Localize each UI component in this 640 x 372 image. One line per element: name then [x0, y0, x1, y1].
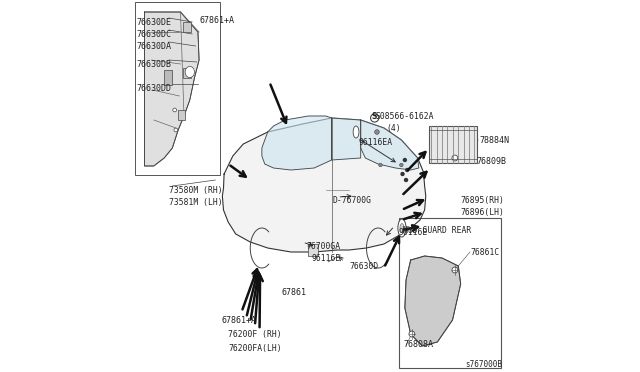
Bar [135, 2, 220, 175]
Circle shape [174, 128, 178, 132]
Ellipse shape [353, 126, 359, 138]
Text: 76896(LH): 76896(LH) [460, 208, 504, 217]
Text: 76630D: 76630D [349, 262, 378, 271]
Circle shape [379, 163, 382, 167]
Text: 76630DA: 76630DA [136, 42, 172, 51]
Text: 76630DE: 76630DE [136, 18, 172, 27]
Text: 96116EA: 96116EA [358, 138, 392, 147]
Bar [164, 70, 172, 85]
Circle shape [399, 163, 403, 167]
Text: 76895(RH): 76895(RH) [460, 196, 504, 205]
Polygon shape [222, 118, 426, 252]
Text: S: S [372, 112, 377, 122]
Circle shape [173, 108, 177, 112]
Bar [183, 68, 191, 78]
Bar [178, 110, 185, 120]
Text: 76630DB: 76630DB [136, 60, 172, 69]
Text: 76861C: 76861C [470, 248, 499, 257]
Text: 96116E: 96116E [312, 254, 341, 263]
Circle shape [452, 267, 458, 273]
Text: 76700GA: 76700GA [307, 242, 340, 251]
Bar [308, 244, 317, 256]
Text: 76630DD: 76630DD [136, 84, 172, 93]
Text: S08566-6162A: S08566-6162A [375, 112, 434, 121]
Circle shape [406, 169, 409, 171]
Text: 76630DC: 76630DC [136, 30, 172, 39]
Text: MUD GUARD REAR: MUD GUARD REAR [403, 226, 471, 235]
Bar [429, 126, 477, 163]
Circle shape [404, 179, 408, 182]
Text: 78884N: 78884N [479, 136, 509, 145]
Polygon shape [145, 12, 199, 166]
Ellipse shape [400, 224, 404, 232]
Bar [399, 218, 501, 368]
Bar [183, 22, 191, 32]
Circle shape [401, 173, 404, 176]
Polygon shape [332, 118, 361, 160]
Polygon shape [361, 120, 419, 170]
Text: 76809B: 76809B [477, 157, 507, 166]
Ellipse shape [398, 219, 406, 237]
Text: 67861+A: 67861+A [199, 16, 234, 25]
Polygon shape [405, 256, 461, 346]
Text: s767000B: s767000B [465, 360, 502, 369]
Circle shape [452, 155, 458, 161]
Circle shape [409, 331, 415, 337]
Text: D-76700G: D-76700G [333, 196, 372, 205]
Text: 67861: 67861 [282, 288, 307, 297]
Text: 76808A: 76808A [403, 340, 433, 349]
Ellipse shape [185, 66, 195, 78]
Circle shape [371, 114, 379, 122]
Text: 73581M (LH): 73581M (LH) [169, 198, 223, 207]
Text: 67861+A: 67861+A [221, 316, 256, 325]
Circle shape [403, 158, 406, 161]
Text: 73580M (RH): 73580M (RH) [169, 186, 223, 195]
Text: 76200F (RH): 76200F (RH) [228, 330, 282, 339]
Text: 96116E: 96116E [399, 228, 428, 237]
Text: (4): (4) [387, 124, 401, 133]
Circle shape [374, 130, 380, 134]
Polygon shape [262, 116, 332, 170]
Text: 76200FA(LH): 76200FA(LH) [228, 344, 282, 353]
